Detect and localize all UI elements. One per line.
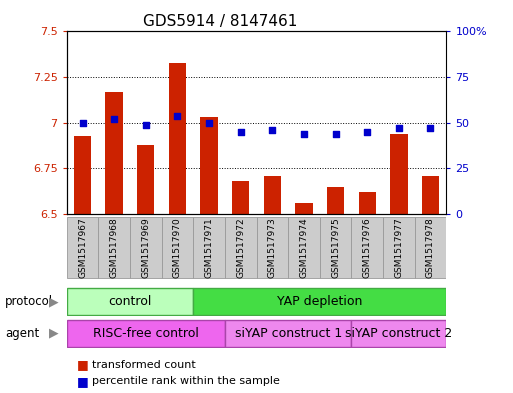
Bar xyxy=(130,217,162,278)
Point xyxy=(142,121,150,128)
Bar xyxy=(169,62,186,214)
Bar xyxy=(74,136,91,214)
Bar xyxy=(383,217,415,278)
Bar xyxy=(225,217,256,278)
Text: GSM1517975: GSM1517975 xyxy=(331,217,340,278)
Text: GSM1517978: GSM1517978 xyxy=(426,217,435,278)
Point xyxy=(205,119,213,126)
Point xyxy=(300,130,308,137)
Text: ▶: ▶ xyxy=(49,327,59,340)
Point xyxy=(363,129,371,135)
Bar xyxy=(67,217,98,278)
Bar xyxy=(162,217,193,278)
Text: agent: agent xyxy=(5,327,40,340)
Bar xyxy=(67,288,193,315)
Point xyxy=(426,125,435,131)
Text: GSM1517969: GSM1517969 xyxy=(141,217,150,278)
Bar xyxy=(351,217,383,278)
Bar xyxy=(327,187,344,214)
Point xyxy=(268,127,277,133)
Text: transformed count: transformed count xyxy=(92,360,196,370)
Bar xyxy=(256,217,288,278)
Bar xyxy=(351,320,446,347)
Text: GSM1517974: GSM1517974 xyxy=(300,217,308,278)
Text: GSM1517968: GSM1517968 xyxy=(110,217,119,278)
Point xyxy=(394,125,403,131)
Text: percentile rank within the sample: percentile rank within the sample xyxy=(92,376,280,386)
Text: RISC-free control: RISC-free control xyxy=(93,327,199,340)
Text: GSM1517971: GSM1517971 xyxy=(205,217,213,278)
Text: GSM1517973: GSM1517973 xyxy=(268,217,277,278)
Bar xyxy=(106,92,123,214)
Bar xyxy=(201,118,218,214)
Bar xyxy=(193,217,225,278)
Text: control: control xyxy=(108,295,152,308)
Text: GSM1517972: GSM1517972 xyxy=(236,217,245,278)
Text: siYAP construct 2: siYAP construct 2 xyxy=(345,327,452,340)
Text: GSM1517976: GSM1517976 xyxy=(363,217,372,278)
Text: GDS5914 / 8147461: GDS5914 / 8147461 xyxy=(144,14,298,29)
Text: GSM1517977: GSM1517977 xyxy=(394,217,403,278)
Bar xyxy=(295,203,312,214)
Bar xyxy=(422,176,439,214)
Text: ■: ■ xyxy=(77,375,89,388)
Text: protocol: protocol xyxy=(5,295,53,308)
Bar xyxy=(288,217,320,278)
Text: ▶: ▶ xyxy=(49,295,59,308)
Point xyxy=(173,112,182,119)
Bar xyxy=(264,176,281,214)
Text: GSM1517967: GSM1517967 xyxy=(78,217,87,278)
Bar xyxy=(98,217,130,278)
Bar xyxy=(193,288,446,315)
Bar xyxy=(320,217,351,278)
Bar xyxy=(232,181,249,214)
Bar xyxy=(137,145,154,214)
Point xyxy=(110,116,118,122)
Bar xyxy=(415,217,446,278)
Text: ■: ■ xyxy=(77,358,89,371)
Text: siYAP construct 1: siYAP construct 1 xyxy=(234,327,342,340)
Bar xyxy=(390,134,407,214)
Text: GSM1517970: GSM1517970 xyxy=(173,217,182,278)
Point xyxy=(78,119,87,126)
Bar xyxy=(359,192,376,214)
Bar xyxy=(225,320,351,347)
Text: YAP depletion: YAP depletion xyxy=(277,295,363,308)
Point xyxy=(331,130,340,137)
Point xyxy=(236,129,245,135)
Bar xyxy=(67,320,225,347)
